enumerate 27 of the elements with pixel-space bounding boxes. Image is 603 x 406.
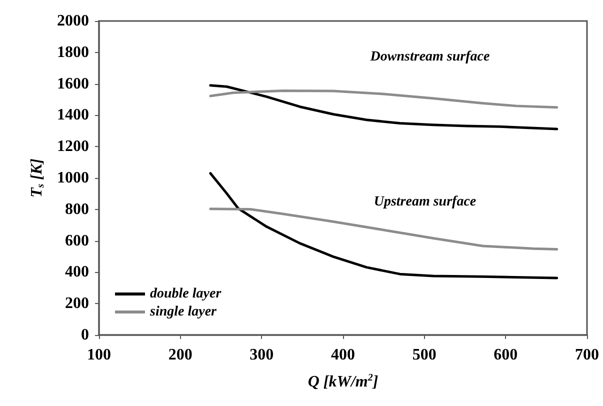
- y-tick-label: 1000: [57, 170, 89, 186]
- line-series: [209, 172, 558, 280]
- y-tick-label: 1800: [57, 44, 89, 61]
- annotation: Upstream surface: [374, 194, 476, 210]
- line-series: [209, 208, 558, 251]
- x-tick-label: 400: [331, 346, 355, 364]
- x-tick-label: 100: [87, 346, 111, 364]
- y-tick-label: 2000: [57, 12, 89, 30]
- line-series: [209, 84, 558, 130]
- y-tick-label: 1400: [57, 106, 89, 124]
- x-tick-label: 600: [494, 346, 518, 364]
- line-series: [209, 89, 558, 109]
- x-tick-label: 200: [168, 346, 192, 364]
- y-tick-label: 1200: [57, 138, 89, 156]
- y-tick-label: 800: [65, 200, 89, 218]
- legend-label: single layer: [149, 304, 218, 320]
- x-tick-label: 300: [250, 346, 274, 364]
- x-tick-label: 500: [412, 346, 436, 364]
- y-tick-label: 400: [65, 264, 89, 281]
- y-axis-title: Ts [K]: [28, 158, 47, 198]
- y-tick-label: 200: [65, 295, 89, 312]
- annotation: Downstream surface: [369, 50, 490, 64]
- y-tick-label: 1600: [57, 75, 89, 92]
- y-tick-label: 0: [81, 326, 89, 344]
- x-tick-label: 700: [575, 346, 599, 364]
- y-tick-label: 600: [65, 232, 89, 250]
- legend-label: double layer: [150, 286, 222, 302]
